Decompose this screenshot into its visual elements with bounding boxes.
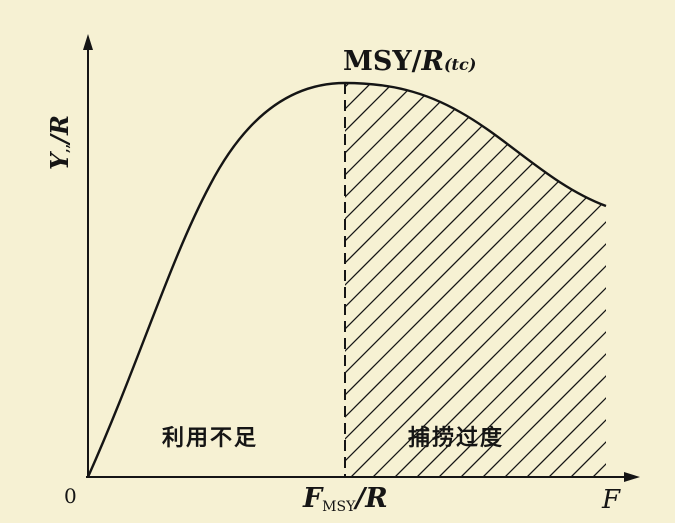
hatch-line <box>457 83 606 477</box>
hatch-line <box>501 83 606 477</box>
hatch-line <box>345 83 606 477</box>
origin-label: 0 <box>64 484 77 508</box>
hatch-line <box>0 60 262 480</box>
hatch-line <box>345 83 417 477</box>
hatch-line <box>345 83 606 477</box>
hatch-line <box>523 83 606 477</box>
yield-curve <box>86 81 607 478</box>
hatch-line <box>345 83 505 477</box>
hatch-line <box>345 83 606 477</box>
hatch-line <box>391 83 606 477</box>
region-label-underfished: 利用不足 <box>162 426 259 451</box>
hatch-line <box>345 83 606 477</box>
overfishing-hatch <box>0 60 675 480</box>
y-axis-arrow <box>83 34 93 50</box>
hatch-line <box>612 60 675 480</box>
hatch-line <box>345 83 606 477</box>
hatch-line <box>567 83 606 477</box>
hatch-line <box>0 60 284 480</box>
region-label-overfished: 捕捞过度 <box>408 426 505 451</box>
x-axis-label: F <box>602 485 621 515</box>
hatch-line <box>345 83 606 477</box>
hatch-line <box>435 83 606 477</box>
hatch-line <box>345 83 571 477</box>
y-axis-label: Y,,/R <box>45 115 74 170</box>
hatch-line <box>345 83 439 477</box>
hatch-line <box>0 60 240 480</box>
hatch-line <box>345 83 593 477</box>
fmsy-axis-label: FMSY/R <box>303 483 388 515</box>
hatch-line <box>345 83 527 477</box>
hatch-line <box>347 83 606 477</box>
hatch-line <box>345 83 461 477</box>
hatch-line <box>369 83 606 477</box>
x-axis-arrow <box>624 472 640 482</box>
hatch-line <box>345 83 549 477</box>
hatch-line <box>345 83 483 477</box>
hatch-line <box>413 83 606 477</box>
hatch-line <box>345 83 606 477</box>
hatch-line <box>479 83 606 477</box>
msy-peak-label: MSY/R(tc) <box>343 46 477 77</box>
